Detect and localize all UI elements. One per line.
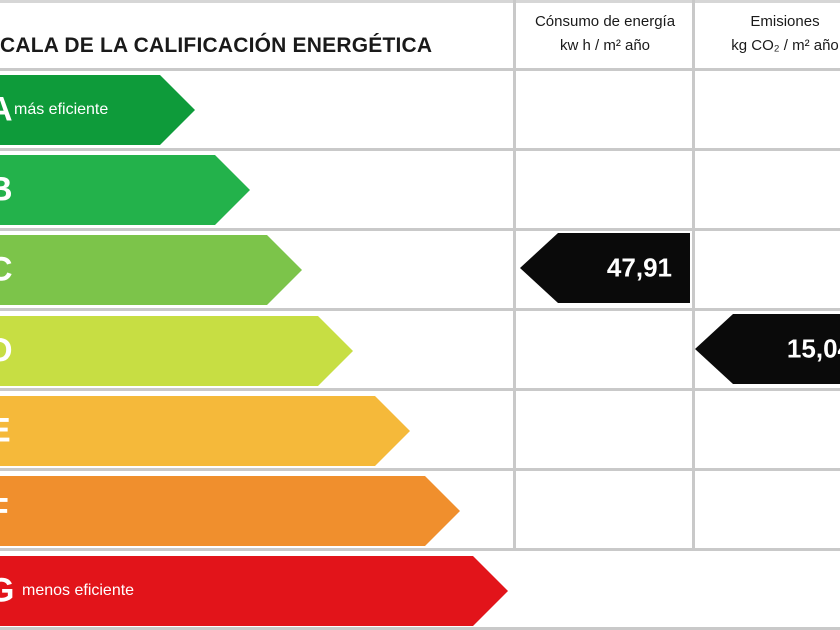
energy-value-marker: 47,91 [520, 233, 690, 303]
grid-line [0, 68, 840, 71]
emission-column-unit: kg CO₂ / m² año [731, 37, 839, 54]
rating-letter: D [0, 331, 13, 370]
energy-column-title: Cónsumo de energía [534, 13, 676, 30]
rating-arrow-shape [0, 155, 250, 225]
emission-column-header: Emisiones kg CO₂ / m² año [705, 10, 840, 58]
rating-arrow-c: C [0, 235, 302, 305]
rating-arrow-e: E [0, 396, 410, 466]
rating-sublabel: menos eficiente [22, 582, 135, 599]
page-title: CALA DE LA CALIFICACIÓN ENERGÉTICA [0, 34, 433, 57]
rating-letter: B [0, 170, 13, 209]
emission-column-title: Emisiones [750, 13, 820, 30]
rating-arrow-f: F [0, 476, 460, 546]
rating-arrow-shape [0, 396, 410, 466]
grid-line [0, 548, 840, 551]
rating-letter: C [0, 250, 13, 289]
grid-line [0, 228, 840, 231]
energy-column-unit: kw h / m² año [559, 37, 651, 54]
grid-line [0, 148, 840, 151]
rating-letter: E [0, 412, 11, 451]
rating-arrow-shape [0, 476, 460, 546]
emission-value: 15,04 [786, 333, 840, 364]
grid-line [0, 308, 840, 311]
rating-arrow-shape [0, 235, 302, 305]
rating-letter: A [0, 90, 13, 129]
grid-line [0, 468, 840, 471]
grid-line [0, 627, 840, 630]
grid-line [513, 0, 516, 550]
rating-sublabel: más eficiente [14, 101, 109, 118]
marker-arrow-shape [695, 314, 840, 384]
rating-arrow-shape [0, 75, 195, 145]
energy-value: 47,91 [606, 252, 672, 283]
grid-line [0, 0, 840, 3]
rating-arrow-shape [0, 316, 353, 386]
energy-column-header: Cónsumo de energía kw h / m² año [515, 10, 695, 58]
rating-letter: F [0, 492, 9, 531]
rating-arrow-b: B [0, 155, 250, 225]
rating-arrow-d: D [0, 316, 353, 386]
marker-arrow-shape [520, 233, 690, 303]
emission-value-marker: 15,04 [695, 314, 840, 384]
grid-line [692, 0, 695, 550]
rating-letter: G [0, 571, 15, 610]
rating-arrow-shape [0, 556, 508, 626]
grid-line [0, 388, 840, 391]
